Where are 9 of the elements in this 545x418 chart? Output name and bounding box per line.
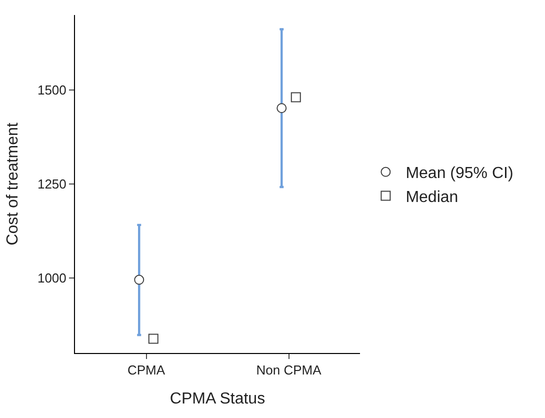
y-tick-label: 1250 xyxy=(37,176,66,192)
legend-label: Mean (95% CI) xyxy=(406,165,514,182)
x-tick-label: Non CPMA xyxy=(256,362,322,378)
y-tick-label: 1000 xyxy=(37,270,66,286)
x-tick-label: CPMA xyxy=(127,362,166,378)
y-axis-title: Cost of treatment xyxy=(4,122,22,246)
legend-label: Median xyxy=(406,188,458,206)
x-axis-title: CPMA Status xyxy=(170,390,266,408)
y-tick-label: 1500 xyxy=(37,82,66,98)
